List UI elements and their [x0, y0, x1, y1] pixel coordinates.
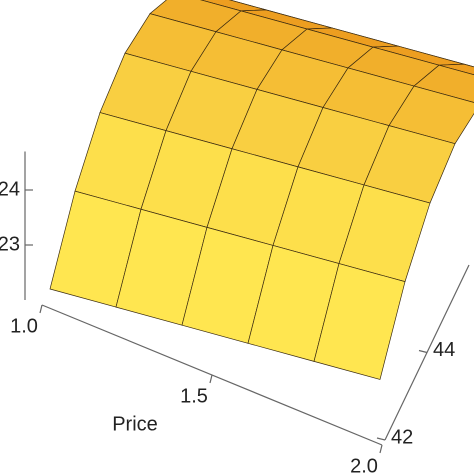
x-tick [39, 304, 43, 314]
axes: 23 24 1.0 1.5 2.0 42 44 [0, 151, 470, 474]
z-tick-label: 23 [0, 233, 20, 255]
y-tick-label: 44 [433, 339, 455, 361]
x-axis-label: Price [112, 413, 158, 435]
x-tick [209, 374, 213, 384]
x-tick-label: 1.0 [10, 315, 38, 337]
surface [49, 0, 474, 380]
x-tick [379, 444, 383, 454]
y-tick-label: 42 [391, 426, 413, 448]
x-tick-label: 2.0 [350, 455, 378, 474]
y-tick [376, 437, 386, 441]
surface-patch [313, 263, 406, 380]
x-tick-label: 1.5 [180, 385, 208, 407]
z-tick-label: 24 [0, 178, 20, 200]
y-tick [418, 349, 428, 354]
